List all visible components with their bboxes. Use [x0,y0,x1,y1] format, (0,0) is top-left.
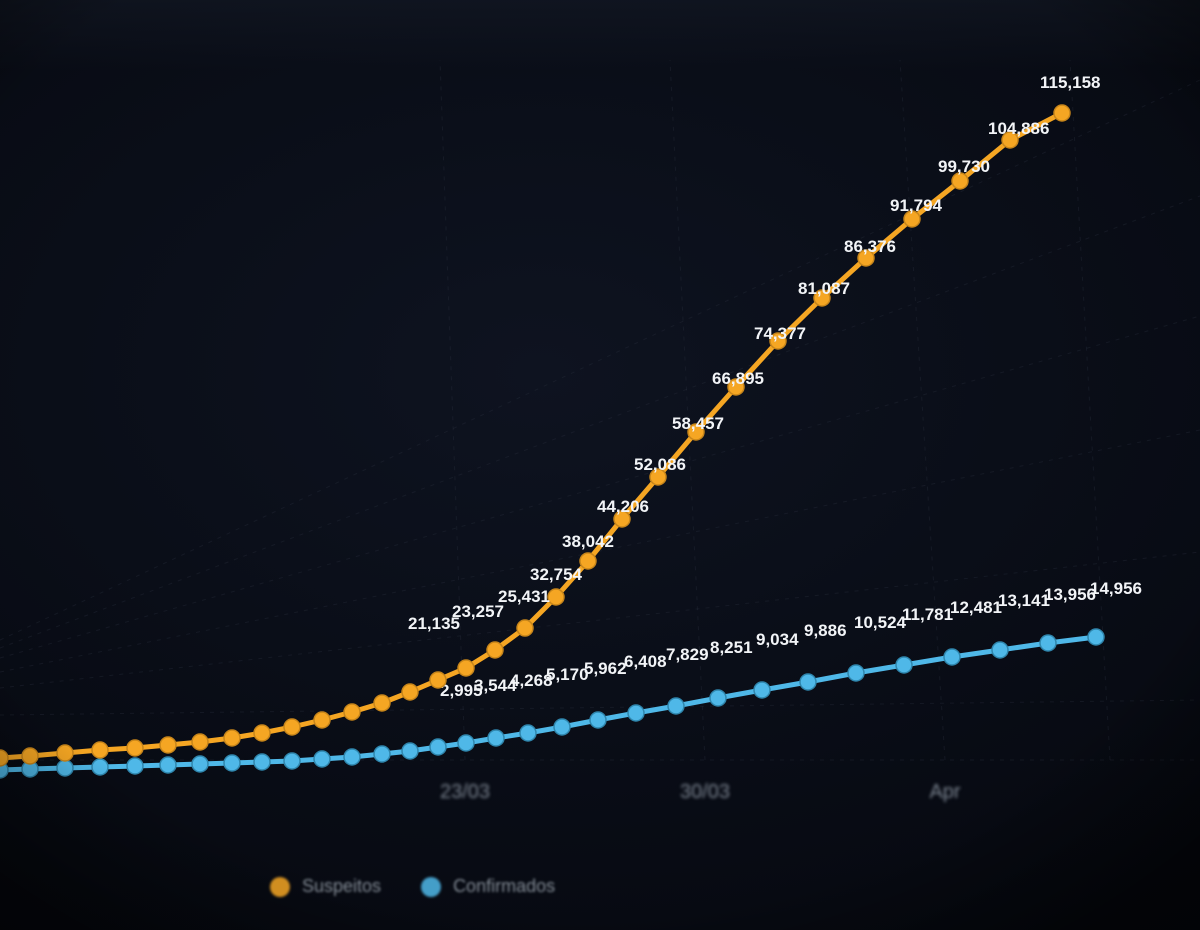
marker-confirmados[interactable] [314,751,330,767]
marker-confirmados[interactable] [57,760,73,776]
marker-suspeitos[interactable] [57,745,73,761]
marker-suspeitos[interactable] [127,740,143,756]
marker-confirmados[interactable] [192,756,208,772]
data-label-suspeitos: 25,431 [498,587,550,606]
chart-svg: 23/0330/03Apr2,9953,5444,2685,1705,9626,… [0,0,1200,930]
marker-suspeitos[interactable] [344,704,360,720]
data-label-suspeitos: 115,158 [1040,73,1101,92]
data-label-confirmados: 5,170 [546,665,589,684]
marker-confirmados[interactable] [590,712,606,728]
marker-confirmados[interactable] [992,642,1008,658]
x-axis-label: 30/03 [680,781,730,803]
data-label-confirmados: 5,962 [584,659,627,678]
x-axis-label: Apr [929,781,960,803]
marker-confirmados[interactable] [1040,635,1056,651]
marker-suspeitos[interactable] [402,684,418,700]
marker-suspeitos[interactable] [224,730,240,746]
data-label-suspeitos: 104,886 [988,119,1049,138]
marker-suspeitos[interactable] [580,553,596,569]
data-label-confirmados: 11,781 [902,605,953,624]
data-label-suspeitos: 58,457 [672,414,724,433]
marker-suspeitos[interactable] [548,589,564,605]
x-axis-label: 23/03 [440,781,490,803]
data-label-confirmados: 9,034 [756,630,799,649]
legend-label-suspeitos: Suspeitos [302,876,381,897]
marker-confirmados[interactable] [488,730,504,746]
legend-item-confirmados[interactable]: Confirmados [421,876,555,897]
data-label-suspeitos: 86,376 [844,237,896,256]
marker-confirmados[interactable] [160,757,176,773]
data-label-suspeitos: 32,754 [530,565,583,584]
data-label-confirmados: 6,408 [624,652,667,671]
data-label-confirmados: 13,141 [998,591,1050,610]
marker-confirmados[interactable] [92,759,108,775]
data-label-confirmados: 8,251 [710,638,753,657]
data-label-confirmados: 7,829 [666,645,709,664]
marker-confirmados[interactable] [344,749,360,765]
marker-confirmados[interactable] [848,665,864,681]
data-label-confirmados: 13,956 [1044,585,1096,604]
legend-item-suspeitos[interactable]: Suspeitos [270,876,381,897]
marker-confirmados[interactable] [402,743,418,759]
marker-confirmados[interactable] [458,735,474,751]
data-label-suspeitos: 91,794 [890,196,943,215]
marker-confirmados[interactable] [668,698,684,714]
marker-confirmados[interactable] [944,649,960,665]
marker-confirmados[interactable] [1088,629,1104,645]
marker-confirmados[interactable] [374,746,390,762]
chart-stage: 23/0330/03Apr2,9953,5444,2685,1705,9626,… [0,0,1200,930]
data-label-confirmados: 10,524 [854,613,907,632]
gridlines [0,60,1200,760]
legend-dot-confirmados [421,877,441,897]
data-label-suspeitos: 23,257 [452,602,504,621]
marker-suspeitos[interactable] [517,620,533,636]
marker-suspeitos[interactable] [92,742,108,758]
marker-confirmados[interactable] [254,754,270,770]
marker-confirmados[interactable] [284,753,300,769]
data-label-suspeitos: 66,895 [712,369,764,388]
marker-confirmados[interactable] [896,657,912,673]
data-label-confirmados: 14,956 [1090,579,1142,598]
data-label-suspeitos: 38,042 [562,532,614,551]
marker-confirmados[interactable] [520,725,536,741]
data-label-confirmados: 9,886 [804,621,847,640]
marker-suspeitos[interactable] [160,737,176,753]
marker-suspeitos[interactable] [374,695,390,711]
marker-suspeitos[interactable] [0,750,8,766]
data-label-suspeitos: 81,087 [798,279,850,298]
data-label-suspeitos: 52,086 [634,455,686,474]
marker-suspeitos[interactable] [192,734,208,750]
data-label-suspeitos: 44,206 [597,497,649,516]
x-axis-labels: 23/03 30/03 Apr [440,781,961,803]
data-label-suspeitos: 74,377 [754,324,806,343]
marker-suspeitos[interactable] [284,719,300,735]
legend: Suspeitos Confirmados [270,876,555,897]
marker-confirmados[interactable] [127,758,143,774]
legend-dot-suspeitos [270,877,290,897]
marker-confirmados[interactable] [554,719,570,735]
marker-suspeitos[interactable] [430,672,446,688]
marker-confirmados[interactable] [754,682,770,698]
legend-label-confirmados: Confirmados [453,876,555,897]
marker-confirmados[interactable] [224,755,240,771]
marker-suspeitos[interactable] [1054,105,1070,121]
marker-confirmados[interactable] [628,705,644,721]
marker-suspeitos[interactable] [458,660,474,676]
data-label-confirmados: 12,481 [950,598,1002,617]
marker-confirmados[interactable] [430,739,446,755]
marker-suspeitos[interactable] [487,642,503,658]
marker-suspeitos[interactable] [254,725,270,741]
marker-suspeitos[interactable] [22,748,38,764]
data-label-suspeitos: 99,730 [938,157,990,176]
marker-suspeitos[interactable] [314,712,330,728]
marker-confirmados[interactable] [800,674,816,690]
marker-confirmados[interactable] [710,690,726,706]
